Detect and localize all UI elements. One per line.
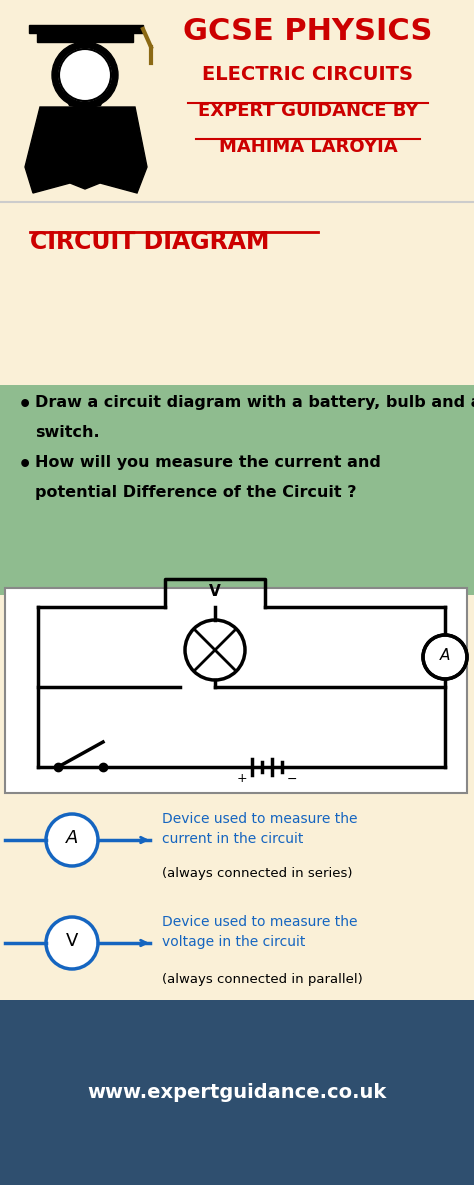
Text: CIRCUIT DIAGRAM: CIRCUIT DIAGRAM: [30, 230, 269, 254]
Text: •: •: [18, 395, 32, 415]
Text: Device used to measure the: Device used to measure the: [162, 915, 357, 929]
Text: How will you measure the current and: How will you measure the current and: [35, 455, 381, 470]
Text: www.expertguidance.co.uk: www.expertguidance.co.uk: [87, 1083, 387, 1102]
Text: potential Difference of the Circuit ?: potential Difference of the Circuit ?: [35, 485, 356, 500]
Text: (always connected in parallel): (always connected in parallel): [162, 973, 363, 986]
FancyBboxPatch shape: [29, 25, 143, 33]
Text: current in the circuit: current in the circuit: [162, 832, 303, 846]
Text: V: V: [209, 584, 221, 600]
Circle shape: [423, 635, 467, 679]
Polygon shape: [25, 107, 147, 193]
Text: Draw a circuit diagram with a battery, bulb and a: Draw a circuit diagram with a battery, b…: [35, 395, 474, 410]
Circle shape: [46, 814, 98, 866]
FancyBboxPatch shape: [0, 0, 474, 200]
FancyBboxPatch shape: [0, 795, 474, 890]
FancyBboxPatch shape: [5, 588, 467, 793]
FancyBboxPatch shape: [0, 201, 474, 385]
FancyBboxPatch shape: [37, 32, 133, 41]
Text: voltage in the circuit: voltage in the circuit: [162, 935, 305, 949]
Text: switch.: switch.: [35, 425, 100, 440]
Text: ELECTRIC CIRCUITS: ELECTRIC CIRCUITS: [202, 65, 413, 84]
Circle shape: [52, 41, 118, 108]
Text: −: −: [287, 773, 297, 786]
Text: A: A: [440, 647, 450, 662]
Text: (always connected in series): (always connected in series): [162, 867, 353, 880]
FancyBboxPatch shape: [0, 890, 474, 1000]
Text: A: A: [66, 830, 78, 847]
Text: MAHIMA LAROYIA: MAHIMA LAROYIA: [219, 137, 397, 156]
Text: Device used to measure the: Device used to measure the: [162, 812, 357, 826]
Text: +: +: [237, 773, 247, 786]
FancyBboxPatch shape: [0, 385, 474, 595]
Text: V: V: [66, 931, 78, 950]
Text: EXPERT GUIDANCE BY: EXPERT GUIDANCE BY: [198, 102, 418, 120]
FancyBboxPatch shape: [0, 1000, 474, 1185]
Text: GCSE PHYSICS: GCSE PHYSICS: [183, 17, 433, 46]
Circle shape: [46, 917, 98, 969]
Circle shape: [59, 49, 111, 101]
Text: •: •: [18, 455, 32, 475]
